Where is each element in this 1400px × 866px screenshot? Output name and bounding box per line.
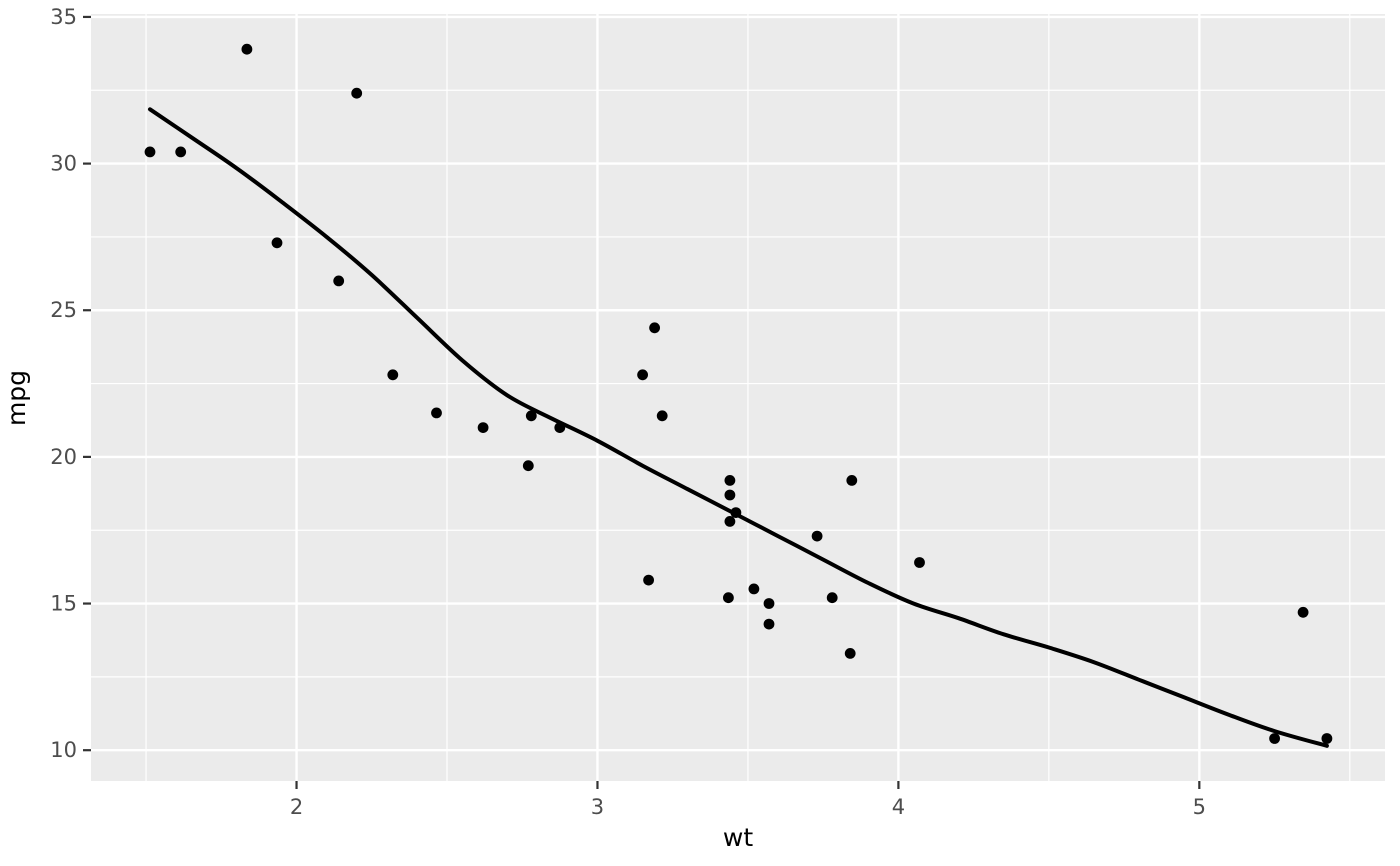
axis-tick-marks — [83, 15, 1201, 789]
x-tick-label: 2 — [290, 795, 303, 819]
data-point — [826, 592, 838, 604]
data-point — [763, 598, 775, 609]
y-tick-label: 25 — [50, 298, 77, 322]
data-point — [643, 574, 654, 586]
data-point — [387, 369, 399, 381]
data-point — [522, 460, 534, 472]
y-axis-title: mpg — [2, 370, 31, 426]
x-axis-title: wt — [723, 823, 753, 852]
data-point — [844, 648, 856, 659]
data-point — [914, 557, 925, 568]
data-point — [723, 592, 734, 604]
scatter-points — [144, 43, 1333, 744]
data-point — [175, 146, 187, 158]
data-point — [477, 422, 489, 433]
data-point — [144, 146, 156, 158]
x-tick-label: 5 — [1193, 795, 1206, 819]
y-tick-label: 35 — [50, 5, 77, 29]
data-point — [1269, 733, 1280, 744]
y-tick-label: 10 — [50, 738, 77, 762]
plot-panel-background — [91, 14, 1385, 781]
y-tick-label: 15 — [50, 592, 77, 616]
data-point — [724, 516, 736, 527]
data-point — [811, 530, 823, 542]
data-point — [525, 410, 537, 422]
data-point — [748, 583, 760, 595]
data-point — [333, 275, 345, 287]
data-point — [846, 475, 858, 486]
data-point — [637, 369, 648, 381]
data-point — [431, 407, 442, 419]
y-tick-label: 30 — [50, 152, 77, 176]
x-tick-label: 4 — [892, 795, 905, 819]
x-axis-tick-labels: 2 3 4 5 — [290, 795, 1206, 819]
y-axis-tick-labels: 10 15 20 25 30 35 — [50, 5, 77, 762]
x-tick-label: 3 — [591, 795, 604, 819]
data-point — [554, 422, 566, 433]
data-point — [351, 87, 363, 99]
data-point — [1321, 733, 1333, 744]
data-point — [724, 475, 736, 486]
data-point — [763, 618, 775, 630]
data-point — [730, 507, 742, 518]
data-point — [241, 43, 253, 55]
data-point — [271, 237, 283, 249]
data-point — [649, 322, 660, 334]
y-tick-label: 20 — [50, 445, 77, 469]
data-point — [1297, 606, 1309, 618]
minor-gridlines — [91, 14, 1385, 781]
data-point — [656, 410, 668, 422]
major-gridlines — [91, 14, 1385, 781]
data-point — [724, 489, 736, 501]
